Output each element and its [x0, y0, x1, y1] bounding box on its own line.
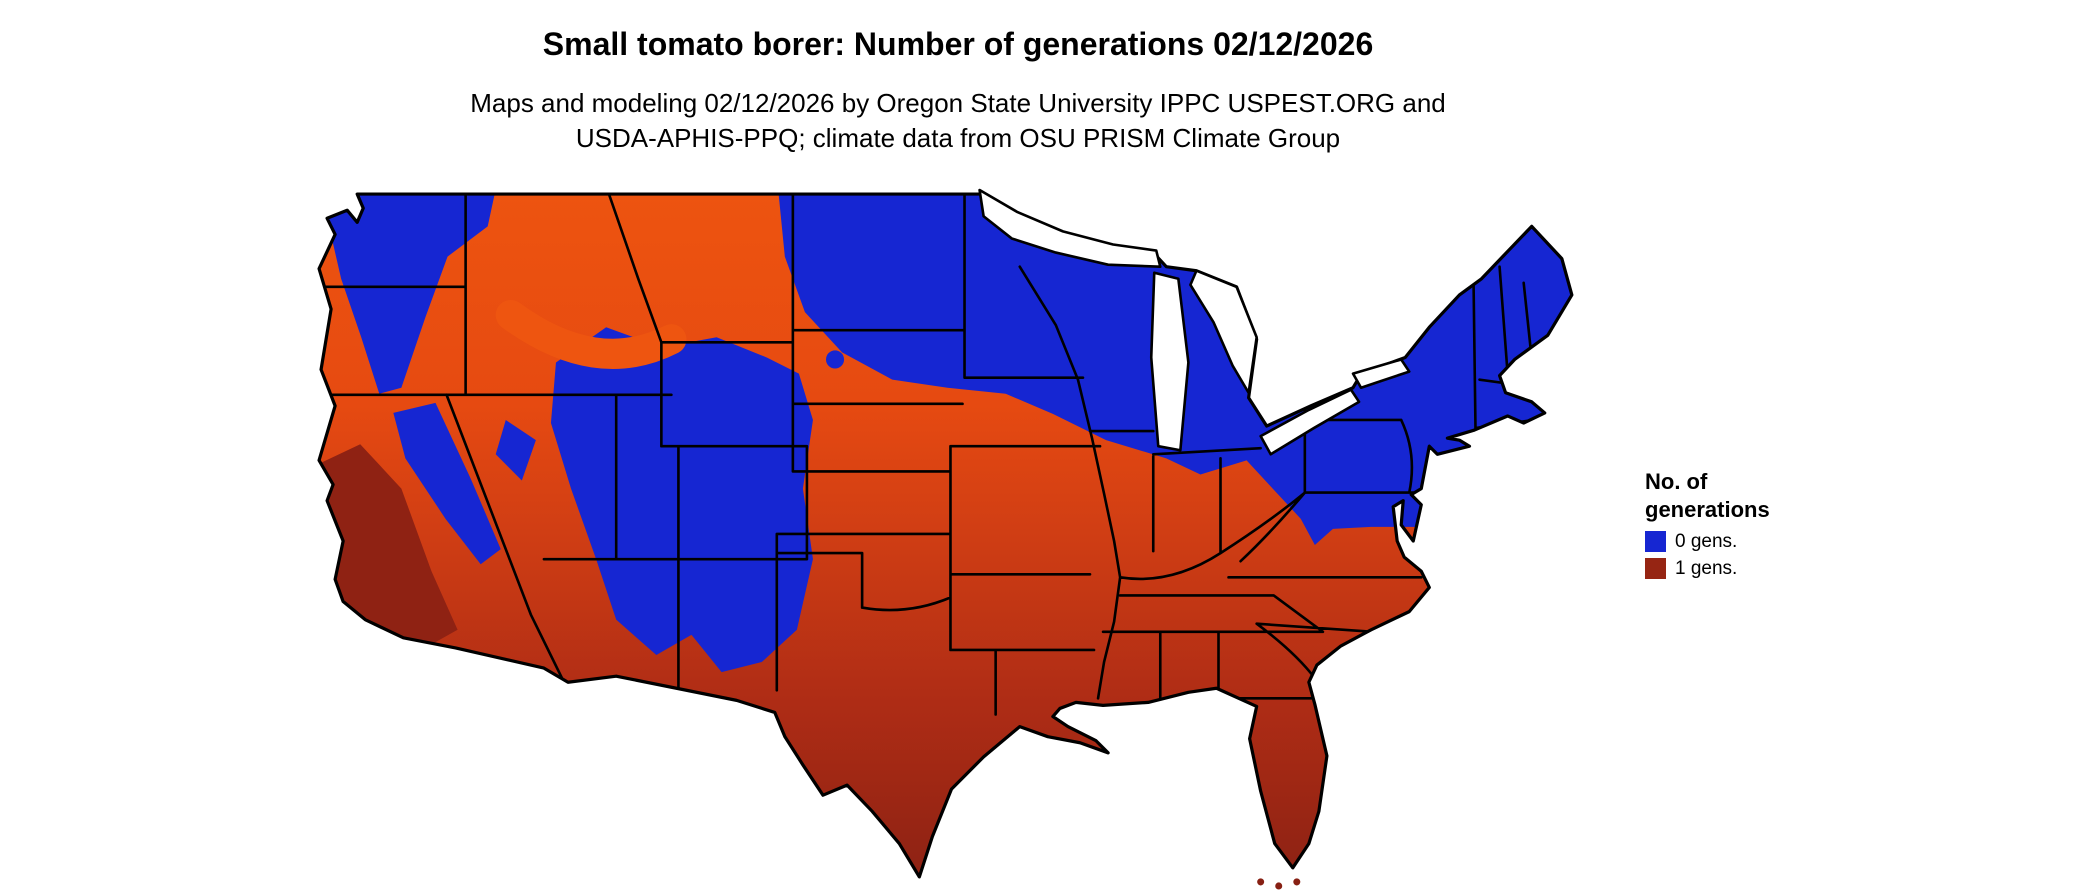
- lake-huron: [1189, 269, 1258, 395]
- subtitle-line-2: USDA-APHIS-PPQ; climate data from OSU PR…: [575, 123, 1341, 153]
- state-borders: [319, 194, 1540, 716]
- legend-label-0-gens: 0 gens.: [1675, 531, 1738, 552]
- lake-erie: [1259, 388, 1361, 456]
- florida-key-island: [1257, 878, 1265, 886]
- legend-title-line-1: No. of: [1645, 469, 1708, 494]
- lake-michigan: [1149, 271, 1190, 452]
- lake-ontario: [1351, 358, 1411, 390]
- pacific-northwest-blue-region: [319, 194, 501, 394]
- legend: No. of generations 0 gens. 1 gens.: [1645, 468, 1770, 585]
- florida-key-island: [1275, 882, 1283, 890]
- legend-title: No. of generations: [1645, 468, 1770, 524]
- great-basin-blue-patch: [495, 419, 536, 481]
- legend-item-0-gens: 0 gens.: [1645, 531, 1770, 552]
- black-hills-blue-patch: [825, 350, 845, 369]
- legend-swatch-1-gens: [1645, 558, 1666, 579]
- legend-title-line-2: generations: [1645, 497, 1770, 522]
- florida-key-island: [1293, 878, 1301, 886]
- page-title: Small tomato borer: Number of generation…: [542, 26, 1374, 62]
- florida-keys: [1257, 878, 1301, 890]
- legend-label-1-gens: 1 gens.: [1675, 558, 1738, 579]
- lake-superior: [978, 188, 1162, 268]
- subtitle-line-1: Maps and modeling 02/12/2026 by Oregon S…: [470, 88, 1446, 118]
- great-lakes: [978, 188, 1411, 456]
- map-subtitle: Maps and modeling 02/12/2026 by Oregon S…: [470, 86, 1446, 156]
- sierra-nevada-blue-region: [393, 402, 501, 565]
- legend-item-1-gens: 1 gens.: [1645, 558, 1770, 579]
- snake-river-plain-orange: [495, 299, 687, 369]
- us-generations-map: [317, 188, 1574, 890]
- legend-swatch-0-gens: [1645, 531, 1666, 552]
